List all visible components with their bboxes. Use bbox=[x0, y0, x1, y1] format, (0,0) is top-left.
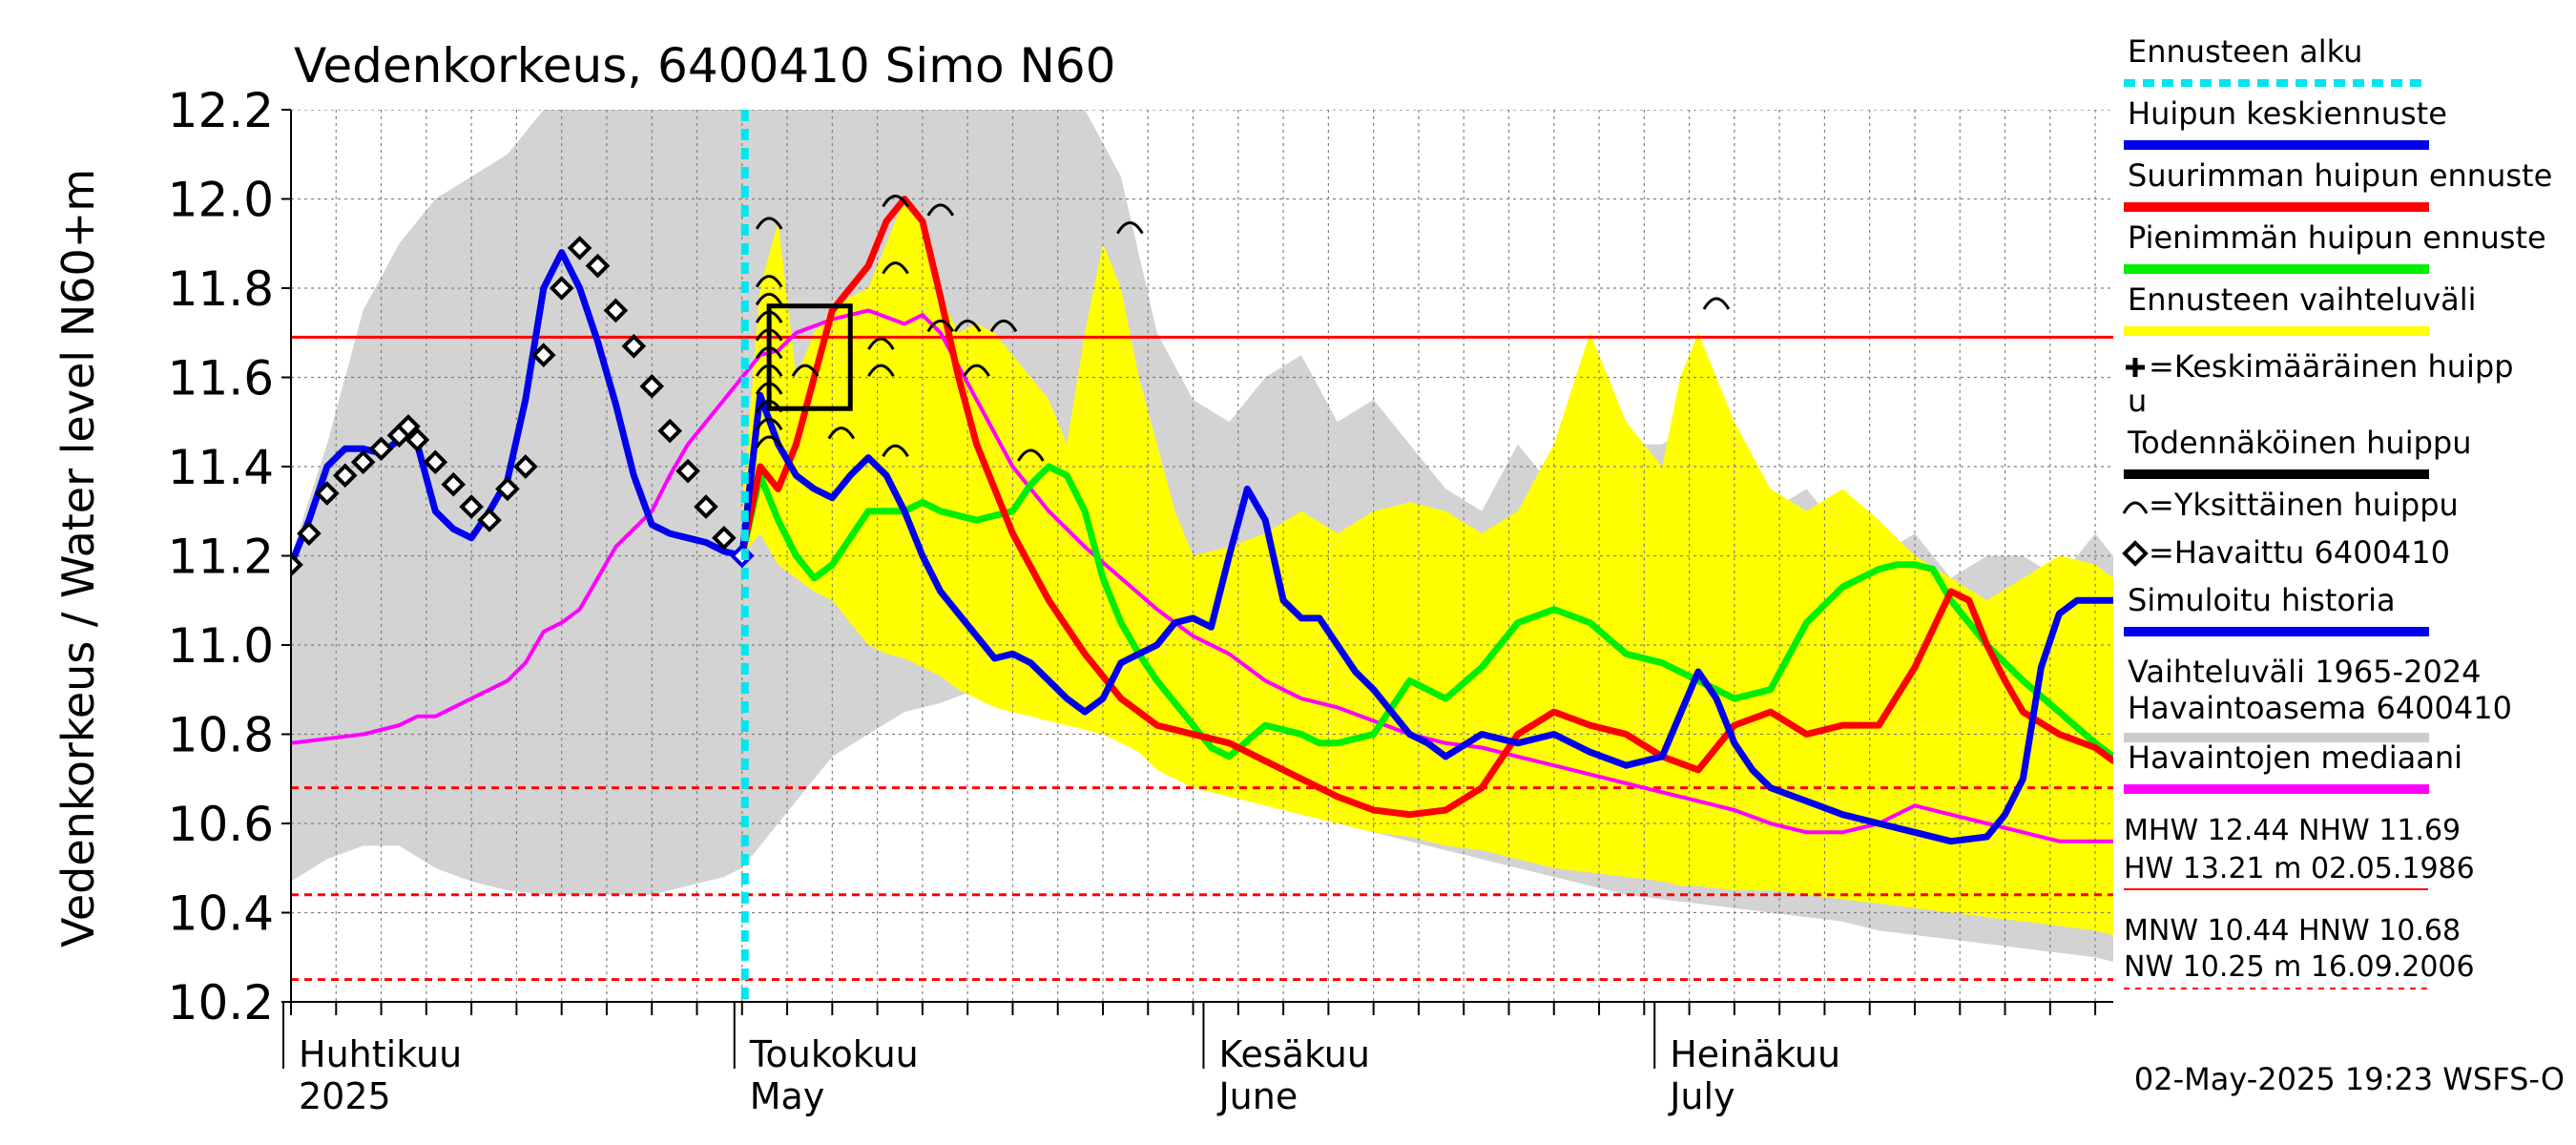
single-peak-marker bbox=[1017, 448, 1045, 462]
observed-point bbox=[549, 276, 574, 301]
x-month-sublabel: May bbox=[750, 1075, 825, 1117]
legend-label: Havaintojen mediaani bbox=[2128, 739, 2462, 776]
observed-point bbox=[513, 454, 538, 479]
series-line-suurimman-huipun-ennuste bbox=[738, 196, 2113, 819]
single-peak-marker bbox=[926, 319, 955, 333]
legend-label: Huipun keskiennuste bbox=[2128, 95, 2447, 132]
legend-label: Suurimman huipun ennuste bbox=[2128, 157, 2552, 194]
observed-point bbox=[477, 508, 502, 532]
forecast-range-band bbox=[741, 198, 2113, 935]
y-tick-label: 11.0 bbox=[168, 618, 274, 674]
legend-label: Todennäköinen huippu bbox=[2127, 425, 2472, 461]
single-peak-marker bbox=[755, 435, 783, 448]
observed-point bbox=[495, 476, 520, 502]
plot-area bbox=[291, 110, 2113, 1002]
single-peak-marker bbox=[1116, 221, 1144, 235]
observed-point bbox=[712, 525, 737, 551]
single-peak-marker bbox=[791, 364, 820, 377]
single-peak-marker bbox=[882, 444, 909, 458]
footer-timestamp: 02-May-2025 19:23 WSFS-O bbox=[2134, 1061, 2565, 1097]
observed-point bbox=[332, 463, 358, 489]
single-peak-marker bbox=[953, 319, 982, 333]
y-tick-label: 11.6 bbox=[168, 351, 274, 406]
observed-point bbox=[291, 552, 303, 577]
x-month-label: Toukokuu bbox=[749, 1033, 919, 1075]
observed-point bbox=[297, 521, 322, 546]
legend-single-peak-symbol bbox=[2122, 501, 2149, 514]
y-axis-label: Vedenkorkeus / Water level bbox=[52, 350, 104, 947]
single-peak-marker bbox=[755, 217, 783, 230]
observed-point bbox=[585, 253, 611, 279]
stats-line-3: MNW 10.44 HNW 10.68 bbox=[2124, 914, 2461, 947]
observed-point bbox=[621, 333, 647, 359]
legend: Ennusteen alku Huipun keskiennuste Suurimm… bbox=[2122, 33, 2552, 794]
legend-observed-symbol bbox=[2122, 540, 2149, 567]
series-line-pienimmän-huipun-ennuste bbox=[738, 463, 2113, 760]
observed-point bbox=[459, 494, 484, 519]
legend-label-continuation: u bbox=[2128, 383, 2147, 419]
axes: 10.2 10.4 10.6 10.8 11.0 11.2 11.4 11.6 11.8 12.0… bbox=[168, 83, 2113, 1117]
single-peak-marker bbox=[882, 195, 909, 208]
single-peak-marker bbox=[926, 203, 955, 217]
single-peak-marker bbox=[755, 417, 783, 431]
legend-label: =Keskimääräinen huipp bbox=[2149, 348, 2514, 385]
y-tick-label: 10.6 bbox=[168, 797, 274, 852]
x-month-sublabel: 2025 bbox=[299, 1075, 391, 1117]
x-month-label: Huhtikuu bbox=[299, 1033, 462, 1075]
x-month-sublabel: July bbox=[1668, 1075, 1735, 1117]
observed-point bbox=[423, 449, 448, 475]
legend-label: =Havaittu 6400410 bbox=[2149, 534, 2450, 571]
x-month-label: Heinäkuu bbox=[1670, 1033, 1840, 1075]
probable-peak-box bbox=[766, 303, 853, 411]
chart-title: Vedenkorkeus, 6400410 Simo N60 bbox=[294, 38, 1115, 94]
legend-label: Ennusteen alku bbox=[2128, 33, 2362, 70]
single-peak-marker bbox=[827, 427, 856, 440]
y-tick-label: 12.0 bbox=[168, 173, 274, 228]
single-peak-marker bbox=[1702, 297, 1731, 310]
y-tick-label: 10.2 bbox=[168, 975, 274, 1030]
y-tick-label: 11.4 bbox=[168, 440, 274, 495]
stats-line-2: HW 13.21 m 02.05.1986 bbox=[2124, 852, 2475, 885]
legend-label: Ennusteen vaihteluväli bbox=[2128, 281, 2477, 318]
y-axis-label-unit: N60+m bbox=[52, 169, 104, 337]
observed-point bbox=[405, 427, 430, 452]
observed-point bbox=[657, 418, 682, 444]
observed-point bbox=[441, 471, 467, 497]
y-tick-label: 11.2 bbox=[168, 530, 274, 585]
single-peak-marker bbox=[882, 261, 909, 275]
single-peak-marker bbox=[963, 364, 990, 377]
observed-point bbox=[694, 494, 718, 519]
y-tick-label: 12.2 bbox=[168, 83, 274, 138]
single-peak-marker bbox=[755, 292, 783, 306]
observed-point bbox=[639, 374, 665, 399]
y-tick-label: 11.8 bbox=[168, 261, 274, 317]
legend-label: Pienimmän huipun ennuste bbox=[2128, 219, 2546, 256]
single-peak-marker bbox=[755, 275, 783, 288]
stats-line-4: NW 10.25 m 16.09.2006 bbox=[2124, 950, 2475, 984]
stats-line-1: MHW 12.44 NHW 11.69 bbox=[2124, 814, 2461, 847]
legend-label: Simuloitu historia bbox=[2128, 582, 2396, 618]
single-peak-marker bbox=[867, 337, 895, 350]
y-tick-label: 10.4 bbox=[168, 886, 274, 942]
observed-point bbox=[350, 449, 376, 475]
legend-label: =Yksittäinen huippu bbox=[2149, 487, 2459, 523]
observed-point bbox=[675, 458, 700, 484]
observed-point bbox=[396, 414, 421, 439]
series-line-huipun-keskiennuste bbox=[738, 391, 2113, 845]
single-peak-marker bbox=[867, 364, 895, 377]
observed-point bbox=[368, 436, 394, 462]
observed-point bbox=[567, 236, 592, 260]
legend-label: Vaihteluväli 1965-2024 bbox=[2128, 654, 2482, 690]
legend-label-continuation: Havaintoasema 6400410 bbox=[2128, 690, 2512, 726]
observed-point bbox=[603, 298, 629, 323]
x-month-label: Kesäkuu bbox=[1218, 1033, 1370, 1075]
observed-point bbox=[314, 481, 340, 506]
observed-point bbox=[530, 343, 556, 367]
single-peak-marker bbox=[989, 319, 1018, 333]
y-tick-label: 10.8 bbox=[168, 708, 274, 763]
legend-mean-peak-symbol bbox=[2126, 358, 2145, 377]
x-month-sublabel: June bbox=[1216, 1075, 1298, 1117]
